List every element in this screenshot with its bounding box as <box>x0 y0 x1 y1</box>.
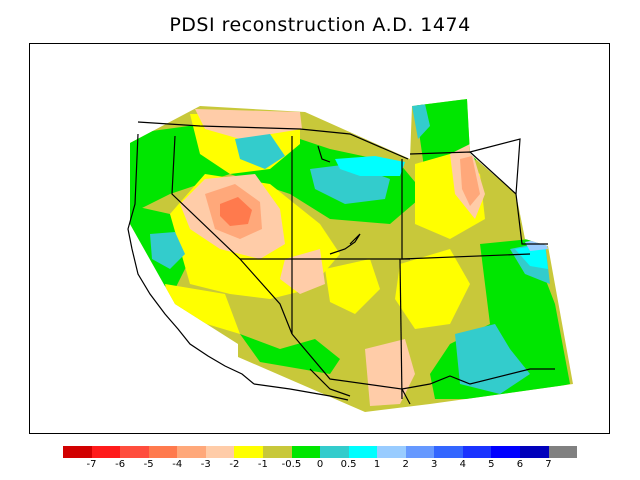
contour-green-south <box>240 334 340 374</box>
color-swatch <box>405 446 435 458</box>
color-swatch <box>120 446 149 458</box>
color-swatch <box>262 446 292 458</box>
tick-label: 4 <box>459 459 466 470</box>
tick-label: -3 <box>200 459 211 470</box>
contour-teal-southeast <box>455 324 530 394</box>
color-swatch <box>377 446 406 458</box>
contour-cyan-north <box>335 156 405 176</box>
color-scale-bar <box>63 446 578 458</box>
color-swatch <box>520 446 549 458</box>
contour-teal-west <box>150 232 185 269</box>
border-az-nm <box>399 258 403 400</box>
color-swatch <box>348 446 378 458</box>
color-swatch <box>63 446 92 458</box>
border-canada <box>137 121 409 160</box>
map-boundaries <box>127 121 555 405</box>
contour-yellow-southwest <box>325 259 380 314</box>
border-ok-tx <box>515 193 548 245</box>
color-swatch <box>205 446 235 458</box>
pdsi-contours <box>130 99 570 406</box>
contour-peach-basin <box>280 249 325 294</box>
tick-label: 1 <box>373 459 381 470</box>
border-co <box>401 159 531 260</box>
color-swatch <box>320 446 349 458</box>
tick-label: -7 <box>86 459 97 470</box>
contour-orange-central <box>220 197 252 226</box>
lake-yellowstone <box>317 145 331 163</box>
border-mexico <box>291 333 411 405</box>
coastline-baja <box>253 383 349 401</box>
color-swatch <box>177 446 206 458</box>
tick-label: 0 <box>316 459 324 470</box>
color-swatch <box>148 446 178 458</box>
tick-label: -4 <box>172 459 183 470</box>
color-swatch <box>462 446 492 458</box>
contour-yellow-southeast <box>395 249 470 329</box>
lake-great-salt <box>329 233 361 255</box>
pdsi-map <box>127 99 573 412</box>
contour-teal-northeast <box>412 104 430 139</box>
chart-title: PDSI reconstruction A.D. 1474 <box>169 14 471 36</box>
contour-peach-north <box>195 109 302 139</box>
color-swatch <box>291 446 321 458</box>
gulf-coast <box>309 368 351 397</box>
tick-label: 5 <box>488 459 495 470</box>
color-swatch <box>491 446 520 458</box>
color-swatch <box>548 446 578 458</box>
tick-label: 0.5 <box>340 459 357 470</box>
tick-label: 7 <box>545 459 552 470</box>
tick-label: 6 <box>516 459 524 470</box>
tick-label: -2 <box>229 459 240 470</box>
map-frame <box>29 43 610 434</box>
color-swatch <box>434 446 463 458</box>
contour-teal-north <box>235 134 285 169</box>
contour-yellow-west <box>165 284 240 334</box>
tick-label: -1 <box>257 459 268 470</box>
color-swatch <box>234 446 263 458</box>
tick-label: 3 <box>431 459 438 470</box>
border-ks-ok <box>469 138 521 195</box>
tick-label: -0.5 <box>281 459 302 470</box>
contour-cyan-east <box>515 244 548 269</box>
border-tx <box>401 368 555 390</box>
tick-label: 2 <box>402 459 409 470</box>
tick-label: -5 <box>143 459 154 470</box>
color-scale-ticks: -7 -6 -5 -4 -3 -2 -1 -0.5 0 0.5 1 2 3 4 5 6 7 <box>63 459 577 473</box>
tick-label: -6 <box>115 459 126 470</box>
contour-salmon-northeast <box>460 156 480 206</box>
color-swatch <box>91 446 121 458</box>
pacific-coastline <box>127 133 255 385</box>
